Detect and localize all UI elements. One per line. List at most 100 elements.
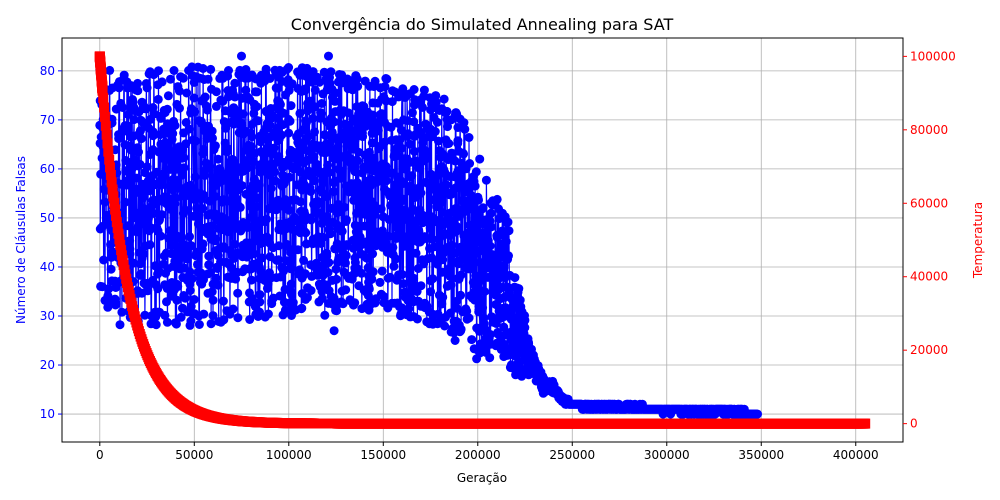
false-clauses-point [265, 268, 274, 278]
false-clauses-point [180, 293, 190, 303]
false-clauses-point [129, 115, 139, 125]
false-clauses-point [365, 182, 375, 191]
false-clauses-point [203, 210, 213, 220]
false-clauses-point [341, 251, 351, 260]
false-clauses-point [182, 88, 192, 98]
false-clauses-point [186, 108, 196, 118]
false-clauses-point [148, 131, 158, 141]
false-clauses-point [472, 222, 482, 232]
false-clauses-point [324, 258, 334, 267]
false-clauses-point [160, 310, 170, 320]
false-clauses-point [268, 149, 278, 159]
false-clauses-point [256, 147, 266, 157]
false-clauses-point [511, 363, 521, 372]
false-clauses-point [283, 79, 293, 89]
temperature-point [105, 170, 116, 180]
false-clauses-point [529, 360, 539, 370]
false-clauses-point [286, 279, 296, 289]
false-clauses-point [391, 222, 401, 232]
false-clauses-point [224, 196, 234, 206]
false-clauses-point [153, 226, 163, 236]
false-clauses-point [281, 90, 291, 100]
temperature-point [112, 223, 123, 233]
false-clauses-point [379, 92, 389, 102]
false-clauses-point [155, 111, 165, 121]
false-clauses-point [189, 77, 199, 87]
false-clauses-point [213, 154, 223, 164]
false-clauses-point [144, 226, 154, 236]
false-clauses-point [375, 277, 385, 287]
false-clauses-point [246, 201, 255, 211]
false-clauses-point [326, 203, 336, 213]
false-clauses-point [483, 272, 493, 282]
false-clauses-point [394, 142, 404, 152]
false-clauses-point [153, 307, 163, 317]
false-clauses-point [178, 73, 188, 83]
false-clauses-point [235, 202, 245, 212]
false-clauses-point [136, 126, 145, 136]
false-clauses-point [303, 146, 313, 156]
false-clauses-point [364, 239, 374, 249]
false-clauses-point [500, 273, 510, 282]
false-clauses-point [169, 66, 179, 75]
false-clauses-point [170, 199, 180, 209]
temperature-point [113, 228, 124, 239]
false-clauses-point [455, 327, 465, 337]
false-clauses-point [106, 298, 116, 308]
false-clauses-point [403, 129, 413, 139]
false-clauses-point [297, 273, 307, 283]
false-clauses-point [174, 86, 184, 96]
false-clauses-point [481, 175, 491, 185]
false-clauses-point [425, 211, 435, 221]
false-clauses-point [232, 194, 242, 204]
false-clauses-point [348, 235, 358, 245]
false-clauses-point [297, 185, 307, 195]
false-clauses-point [445, 272, 455, 281]
temperature-point [101, 129, 112, 140]
false-clauses-point [318, 178, 328, 188]
false-clauses-point [438, 149, 448, 159]
false-clauses-point [474, 326, 484, 336]
false-clauses-point [145, 150, 155, 160]
false-clauses-point [293, 245, 303, 255]
false-clauses-point [226, 219, 236, 229]
false-clauses-point [182, 241, 192, 251]
false-clauses-point [485, 353, 495, 363]
false-clauses-point [167, 241, 177, 251]
false-clauses-point [250, 87, 260, 97]
y-right-tick-label: 40000 [910, 270, 948, 284]
false-clauses-point [218, 169, 228, 179]
false-clauses-point [472, 237, 481, 247]
x-tick-label: 400000 [833, 448, 879, 462]
false-clauses-point [391, 118, 401, 128]
false-clauses-point [473, 248, 482, 258]
false-clauses-point [438, 292, 448, 302]
false-clauses-point [150, 180, 160, 190]
false-clauses-point [468, 277, 478, 287]
false-clauses-point [314, 77, 324, 87]
false-clauses-point [429, 174, 439, 184]
false-clauses-point [409, 297, 419, 307]
x-tick-label: 50000 [175, 448, 213, 462]
false-clauses-point [227, 250, 237, 260]
false-clauses-point [284, 63, 294, 72]
false-clauses-point [504, 226, 514, 236]
false-clauses-point [412, 314, 422, 324]
false-clauses-point [329, 117, 339, 127]
false-clauses-point [481, 227, 491, 237]
false-clauses-point [189, 295, 199, 304]
y-left-tick-label: 30 [40, 309, 55, 323]
false-clauses-point [307, 74, 317, 84]
false-clauses-point [418, 146, 428, 155]
false-clauses-point [437, 267, 447, 277]
false-clauses-point [159, 196, 169, 206]
false-clauses-point [432, 117, 442, 127]
false-clauses-point [137, 246, 147, 256]
false-clauses-point [459, 118, 469, 128]
false-clauses-point [464, 313, 474, 323]
false-clauses-point [215, 73, 225, 83]
temperature-point [97, 85, 108, 96]
false-clauses-point [365, 299, 375, 309]
false-clauses-point [390, 87, 400, 97]
false-clauses-point [342, 240, 352, 250]
